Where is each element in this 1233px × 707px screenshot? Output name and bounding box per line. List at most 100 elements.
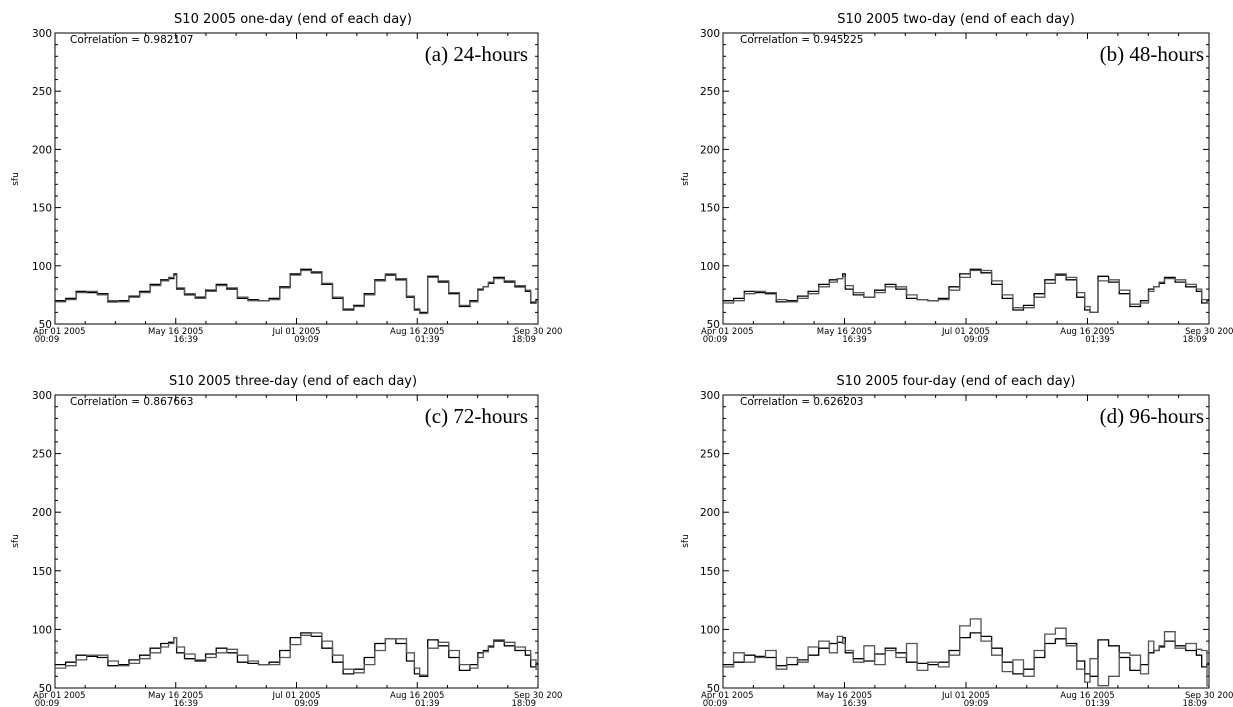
x-tick-time: 00:09	[703, 335, 728, 345]
y-axis: 50 100 150 200 250 300	[700, 390, 1209, 695]
y-tick-label: 50	[707, 683, 720, 695]
y-tick-label: 300	[700, 390, 720, 402]
panel-b: S10 2005 two-day (end of each day) Corre…	[681, 12, 1233, 345]
y-axis: 50 100 150 200 250 300	[32, 390, 538, 695]
x-tick-date: Jul 01 2005	[271, 691, 320, 701]
y-axis-label: sfu	[681, 534, 691, 548]
x-tick-time: 18:09	[1183, 699, 1208, 707]
y-tick-label: 150	[32, 566, 52, 578]
correlation-annotation: Correlation = 0.945225	[740, 34, 863, 46]
correlation-annotation: Correlation = 0.867663	[70, 396, 193, 408]
x-tick-time: 01:39	[415, 335, 440, 345]
y-tick-label: 300	[700, 28, 720, 40]
y-axis-label: sfu	[11, 172, 21, 186]
panel-c: S10 2005 three-day (end of each day) Cor…	[11, 374, 562, 707]
y-axis: 50 100 150 200 250 300	[700, 28, 1209, 331]
forecast-series-line	[723, 269, 1209, 314]
y-tick-label: 50	[707, 319, 720, 331]
x-tick-time: 09:09	[964, 335, 989, 345]
x-tick-date: Sep 30 200	[1185, 327, 1233, 337]
x-tick-time: 01:39	[1085, 335, 1110, 345]
panel-title: S10 2005 one-day (end of each day)	[174, 12, 412, 27]
x-tick-time: 18:09	[512, 699, 537, 707]
panel-title: S10 2005 two-day (end of each day)	[837, 12, 1075, 27]
x-tick-time: 16:39	[842, 699, 867, 707]
y-tick-label: 300	[32, 28, 52, 40]
x-tick-time: 00:09	[35, 335, 60, 345]
x-tick-time: 00:09	[703, 699, 728, 707]
panel-label: (d) 96-hours	[1100, 404, 1204, 428]
x-tick-date: May 16 2005	[148, 691, 203, 701]
x-tick-time: 00:09	[35, 699, 60, 707]
x-tick-date: Aug 16 2005	[390, 327, 444, 337]
y-tick-label: 250	[32, 449, 52, 461]
forecast-series-line	[55, 269, 538, 315]
y-tick-label: 250	[700, 86, 720, 98]
y-tick-label: 150	[32, 203, 52, 215]
x-tick-date: Apr 01 2005	[701, 327, 754, 337]
y-tick-label: 300	[32, 390, 52, 402]
forecast-series-line	[723, 618, 1209, 687]
y-axis-label: sfu	[681, 172, 691, 186]
panel-d: S10 2005 four-day (end of each day) Corr…	[681, 374, 1233, 707]
x-tick-date: May 16 2005	[148, 327, 203, 337]
y-tick-label: 200	[32, 144, 52, 156]
x-tick-date: Sep 30 200	[1185, 691, 1233, 701]
plot-frame	[722, 394, 1210, 689]
x-tick-date: Aug 16 2005	[1060, 691, 1114, 701]
x-tick-time: 09:09	[294, 699, 319, 707]
series-layer	[723, 618, 1209, 687]
correlation-annotation: Correlation = 0.982107	[70, 34, 193, 46]
x-tick-date: May 16 2005	[817, 691, 872, 701]
correlation-annotation: Correlation = 0.626203	[740, 396, 863, 408]
y-tick-label: 150	[700, 203, 720, 215]
panel-label: (b) 48-hours	[1100, 42, 1204, 66]
panel-label: (a) 24-hours	[425, 42, 528, 66]
x-tick-date: May 16 2005	[817, 327, 872, 337]
x-tick-date: Apr 01 2005	[701, 691, 754, 701]
x-tick-date: Jul 01 2005	[941, 691, 990, 701]
x-tick-date: Jul 01 2005	[941, 327, 990, 337]
y-tick-label: 200	[700, 507, 720, 519]
x-tick-time: 16:39	[174, 335, 199, 345]
y-tick-label: 200	[700, 144, 720, 156]
y-tick-label: 100	[32, 624, 52, 636]
x-tick-time: 01:39	[415, 699, 440, 707]
panel-a: S10 2005 one-day (end of each day) Corre…	[11, 12, 562, 345]
x-tick-time: 18:09	[1183, 335, 1208, 345]
x-tick-time: 18:09	[512, 335, 537, 345]
x-tick-date: Jul 01 2005	[271, 327, 320, 337]
y-tick-label: 50	[39, 319, 52, 331]
x-tick-date: Apr 01 2005	[33, 691, 86, 701]
plot-frame	[722, 32, 1210, 325]
y-tick-label: 150	[700, 566, 720, 578]
x-tick-date: Aug 16 2005	[390, 691, 444, 701]
y-tick-label: 250	[700, 449, 720, 461]
x-tick-time: 09:09	[964, 699, 989, 707]
plot-frame	[54, 32, 539, 325]
y-axis: 50 100 150 200 250 300	[32, 28, 538, 331]
observed-series-line	[723, 268, 1209, 314]
y-axis-label: sfu	[11, 534, 21, 548]
x-tick-time: 16:39	[842, 335, 867, 345]
x-tick-date: Apr 01 2005	[33, 327, 86, 337]
forecast-series-line	[55, 632, 538, 676]
observed-series-line	[55, 632, 538, 677]
x-tick-time: 09:09	[294, 335, 319, 345]
y-tick-label: 200	[32, 507, 52, 519]
panel-label: (c) 72-hours	[425, 404, 528, 428]
panel-title: S10 2005 three-day (end of each day)	[169, 374, 417, 389]
x-tick-time: 16:39	[174, 699, 199, 707]
panel-title: S10 2005 four-day (end of each day)	[837, 374, 1076, 389]
series-layer	[55, 632, 538, 677]
series-layer	[723, 268, 1209, 314]
y-tick-label: 100	[32, 261, 52, 273]
y-tick-label: 100	[700, 261, 720, 273]
x-tick-date: Aug 16 2005	[1060, 327, 1114, 337]
x-tick-time: 01:39	[1085, 699, 1110, 707]
